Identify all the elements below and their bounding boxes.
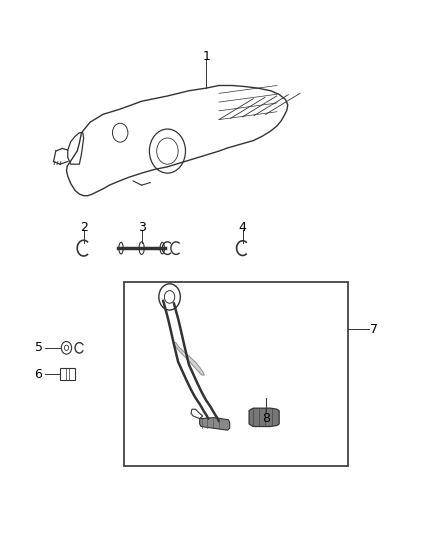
Polygon shape (200, 417, 230, 430)
Polygon shape (173, 343, 205, 375)
Text: 2: 2 (80, 221, 88, 233)
Text: 7: 7 (370, 323, 378, 336)
Text: 3: 3 (138, 221, 145, 233)
Text: 6: 6 (35, 368, 42, 381)
Text: 5: 5 (35, 341, 42, 354)
Text: 1: 1 (202, 50, 210, 63)
Text: 8: 8 (262, 412, 270, 425)
Text: 4: 4 (239, 221, 247, 233)
Polygon shape (249, 408, 279, 426)
Bar (124, 282, 348, 466)
